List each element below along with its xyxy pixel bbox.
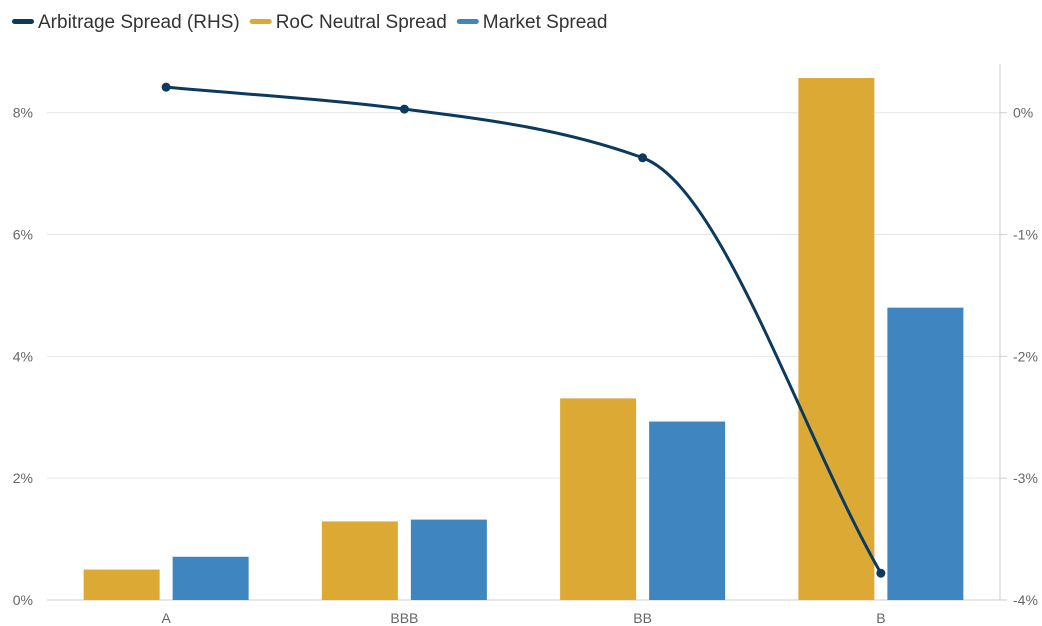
bars bbox=[83, 78, 964, 600]
left-tick-label: 8% bbox=[13, 105, 33, 121]
legend-label: RoC Neutral Spread bbox=[276, 12, 447, 33]
point-arbitrage-spread-rhs-b bbox=[876, 568, 886, 578]
right-axis-ticks: -4% -3% -2% -1% 0% bbox=[999, 64, 1038, 608]
legend-item-market-spread[interactable]: Market Spread bbox=[456, 12, 608, 33]
right-tick-label: -2% bbox=[1013, 348, 1038, 364]
right-tick-label: -4% bbox=[1013, 592, 1038, 608]
x-axis-ticks: A BBB BB B bbox=[161, 610, 885, 626]
point-arbitrage-spread-rhs-bb bbox=[638, 153, 648, 163]
left-tick-label: 0% bbox=[13, 592, 33, 608]
x-tick-label: BBB bbox=[390, 610, 418, 626]
point-arbitrage-spread-rhs-bbb bbox=[399, 104, 409, 114]
point-arbitrage-spread-rhs-a bbox=[161, 82, 171, 92]
bar-roc-neutral-spread-b bbox=[798, 78, 875, 600]
legend: Arbitrage Spread (RHS) RoC Neutral Spread… bbox=[12, 12, 607, 33]
left-tick-label: 4% bbox=[13, 348, 33, 364]
bar-market-spread-bb bbox=[649, 421, 726, 600]
bar-roc-neutral-spread-a bbox=[83, 569, 160, 600]
right-tick-label: 0% bbox=[1013, 105, 1033, 121]
bar-market-spread-b bbox=[887, 307, 964, 600]
legend-swatch bbox=[456, 19, 479, 24]
right-tick-label: -3% bbox=[1013, 470, 1038, 486]
right-tick-label: -1% bbox=[1013, 227, 1038, 243]
bar-roc-neutral-spread-bbb bbox=[321, 521, 398, 600]
bar-market-spread-a bbox=[172, 556, 249, 600]
bar-roc-neutral-spread-bb bbox=[560, 398, 637, 600]
legend-swatch bbox=[12, 19, 34, 24]
bar-market-spread-bbb bbox=[410, 519, 487, 600]
left-tick-label: 2% bbox=[13, 470, 33, 486]
left-axis-ticks: 0% 2% 4% 6% 8% bbox=[13, 105, 33, 608]
left-tick-label: 6% bbox=[13, 227, 33, 243]
legend-label: Market Spread bbox=[483, 12, 608, 33]
x-tick-label: A bbox=[161, 610, 171, 626]
line-arbitrage-spread-rhs bbox=[165, 85, 883, 574]
x-tick-label: BB bbox=[633, 610, 652, 626]
line-layer bbox=[161, 82, 886, 578]
legend-swatch bbox=[249, 19, 272, 24]
legend-item-arbitrage-spread-rhs[interactable]: Arbitrage Spread (RHS) bbox=[12, 12, 240, 33]
legend-item-roc-neutral-spread[interactable]: RoC Neutral Spread bbox=[249, 12, 447, 33]
legend-label: Arbitrage Spread (RHS) bbox=[38, 12, 240, 33]
x-tick-label: B bbox=[876, 610, 885, 626]
